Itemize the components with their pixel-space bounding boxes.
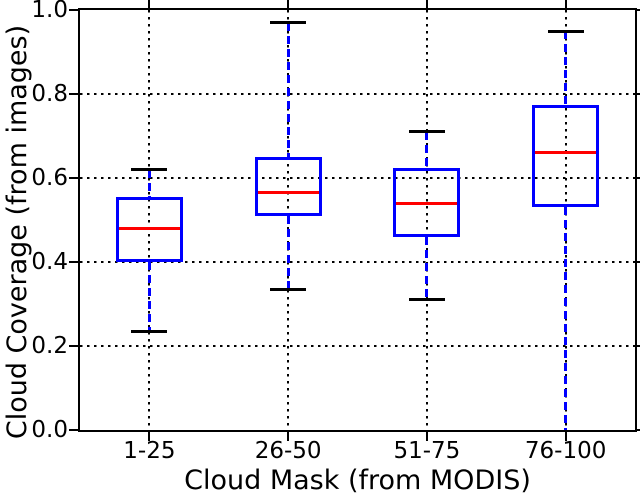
- x-tick-label: 76-100: [524, 438, 607, 464]
- box-iqr: [532, 104, 600, 208]
- box-iqr: [115, 196, 183, 262]
- plot-area: [78, 8, 637, 432]
- box-iqr: [393, 167, 461, 237]
- lower-whisker: [564, 207, 568, 430]
- median-line: [257, 191, 319, 195]
- x-tick-label: 1-25: [123, 438, 176, 464]
- lower-whisker-cap: [408, 298, 445, 302]
- y-tick-label: 0.0: [31, 417, 68, 443]
- y-tick-label: 0.4: [31, 249, 68, 275]
- lower-whisker: [425, 236, 429, 300]
- x-tick-top: [287, 0, 290, 8]
- upper-whisker: [147, 169, 151, 197]
- x-tick-bottom: [425, 432, 428, 441]
- x-tick-top: [425, 0, 428, 8]
- x-tick-top: [564, 0, 567, 8]
- y-tick-label: 0.6: [31, 165, 68, 191]
- horizontal-gridline: [80, 93, 635, 95]
- lower-whisker-cap: [270, 287, 307, 291]
- median-line: [535, 151, 597, 155]
- y-tick-left: [69, 9, 78, 11]
- vertical-gridline: [425, 10, 428, 430]
- x-tick-bottom: [148, 432, 151, 441]
- horizontal-gridline: [80, 261, 635, 263]
- y-tick-label: 0.2: [31, 333, 68, 359]
- upper-whisker: [564, 31, 568, 105]
- y-tick-right: [637, 429, 640, 431]
- y-tick-label: 0.8: [31, 81, 68, 107]
- median-line: [118, 226, 180, 230]
- upper-whisker-cap: [270, 21, 307, 25]
- upper-whisker: [286, 22, 290, 157]
- x-tick-label: 51-75: [393, 438, 461, 464]
- y-tick-label: 1.0: [31, 0, 68, 23]
- y-tick-left: [69, 345, 78, 347]
- x-axis-label: Cloud Mask (from MODIS): [184, 465, 531, 496]
- upper-whisker-cap: [547, 29, 584, 33]
- y-tick-left: [69, 261, 78, 263]
- horizontal-gridline: [80, 177, 635, 179]
- upper-whisker-cap: [131, 168, 168, 172]
- y-tick-left: [69, 177, 78, 179]
- box-iqr: [254, 157, 322, 216]
- x-tick-bottom: [564, 432, 567, 441]
- y-tick-right: [637, 9, 640, 11]
- y-tick-right: [637, 345, 640, 347]
- upper-whisker: [425, 131, 429, 168]
- x-tick-label: 26-50: [254, 438, 322, 464]
- x-tick-bottom: [287, 432, 290, 441]
- y-tick-left: [69, 429, 78, 431]
- lower-whisker-cap: [131, 329, 168, 333]
- y-tick-left: [69, 93, 78, 95]
- lower-whisker: [286, 215, 290, 290]
- lower-whisker: [147, 262, 151, 332]
- upper-whisker-cap: [408, 130, 445, 134]
- vertical-gridline: [148, 10, 151, 430]
- horizontal-gridline: [80, 345, 635, 347]
- median-line: [396, 201, 458, 205]
- y-tick-right: [637, 93, 640, 95]
- y-tick-right: [637, 261, 640, 263]
- y-tick-right: [637, 177, 640, 179]
- x-tick-top: [148, 0, 151, 8]
